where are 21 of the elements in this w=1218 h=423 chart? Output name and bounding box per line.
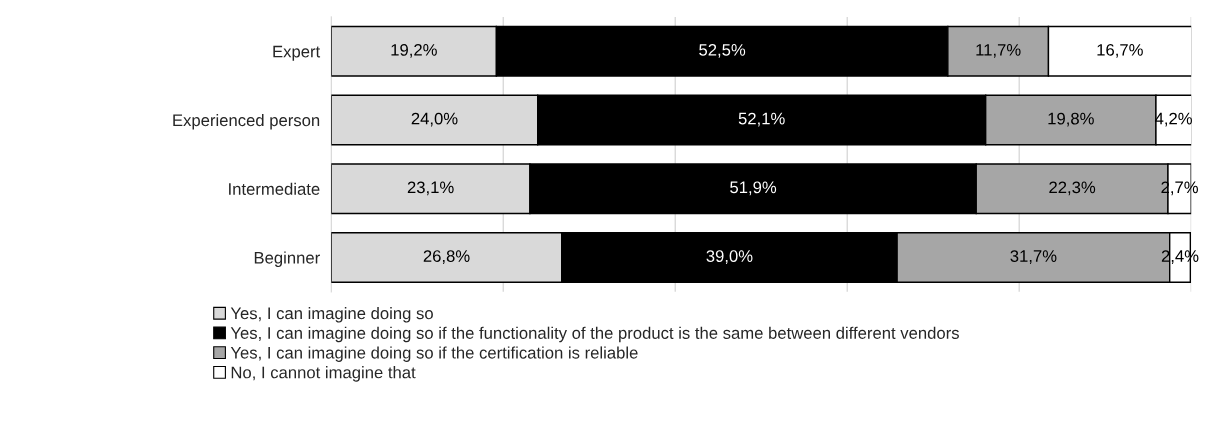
legend-label: Yes, I can imagine doing so if the functionality of the product is the same between different vendors [230, 326, 959, 343]
data-label: 19,8% [1048, 112, 1094, 127]
data-label: 22,3% [1049, 181, 1096, 196]
data-label: 39,0% [706, 250, 753, 264]
y-tick-label: Experienced person [173, 113, 320, 130]
data-label: 26,8% [423, 250, 470, 264]
legend-label: Yes, I can imagine doing so if the certification is reliable [230, 346, 638, 362]
legend-label: No, I cannot imagine that [231, 366, 416, 382]
y-tick-label: Beginner [254, 251, 320, 267]
data-label: 52,1% [738, 112, 785, 127]
y-tick-label: Intermediate [229, 182, 320, 195]
data-label: 19,2% [391, 43, 437, 58]
data-label: 51,9% [730, 181, 777, 196]
data-label: 11,7% [976, 44, 1021, 58]
data-label: 52,5% [699, 43, 746, 58]
legend-label: Yes, I can imagine doing so [230, 307, 433, 323]
data-label: 24,0% [411, 112, 458, 127]
y-tick-label: Expert [273, 45, 321, 61]
data-label: 23,1% [407, 181, 454, 196]
data-label: 16,7% [1097, 43, 1143, 58]
data-label: 31,7% [1010, 250, 1057, 264]
